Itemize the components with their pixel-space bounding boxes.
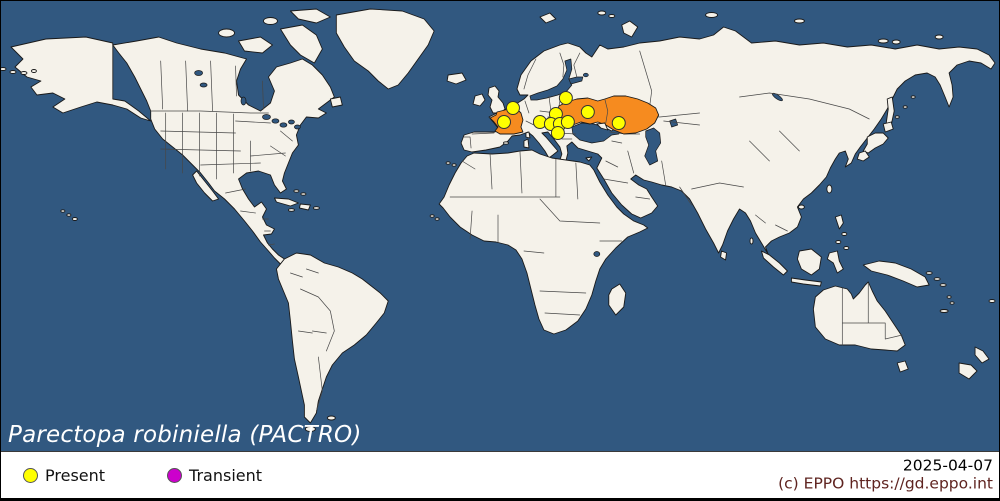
map-stamp: 2025-04-07 (c) EPPO https://gd.eppo.int	[778, 457, 993, 494]
transient-legend-label: Transient	[189, 465, 263, 485]
distribution-marker	[560, 115, 575, 129]
transient-legend-dot-icon	[167, 467, 183, 483]
present-legend-label: Present	[45, 465, 106, 485]
present-legend-dot-icon	[23, 467, 38, 483]
crimea-patch	[596, 122, 609, 131]
map-title: Parectopa robiniella (PACTRO)	[8, 422, 362, 448]
distribution-marker	[497, 115, 511, 129]
legend: Present Transient	[23, 466, 324, 485]
markers-layer	[497, 91, 626, 140]
distribution-marker	[611, 116, 626, 130]
distribution-marker	[558, 91, 573, 105]
borders-layer	[112, 44, 903, 412]
copyright-text: (c) EPPO https://gd.eppo.int	[778, 475, 993, 493]
legend-item-present: Present	[23, 466, 105, 485]
legend-item-transient: Transient	[167, 466, 262, 485]
footer-bar: Present Transient 2025-04-07 (c) EPPO ht…	[1, 451, 999, 498]
distribution-marker	[550, 126, 565, 140]
distribution-marker	[580, 105, 595, 119]
distribution-marker	[505, 101, 520, 115]
world-map: Parectopa robiniella (PACTRO)	[1, 1, 999, 451]
seas-layer	[194, 58, 783, 257]
world-map-svg	[1, 1, 999, 451]
land-layer	[1, 8, 996, 432]
highlight-east-band	[556, 95, 660, 135]
map-date: 2025-04-07	[902, 456, 993, 475]
